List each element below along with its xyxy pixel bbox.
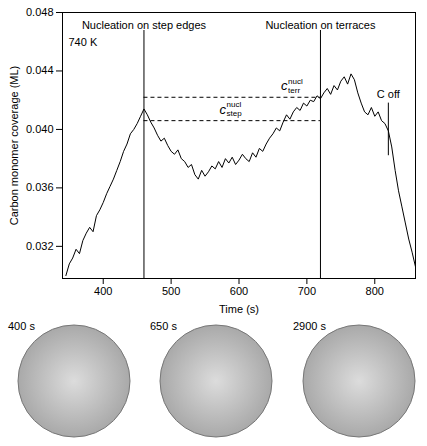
svg-text:400: 400 — [94, 285, 112, 297]
svg-text:700: 700 — [298, 285, 316, 297]
svg-text:0.036: 0.036 — [26, 181, 54, 193]
svg-text:800: 800 — [366, 285, 384, 297]
svg-text:600: 600 — [230, 285, 248, 297]
svg-text:0.048: 0.048 — [26, 6, 54, 18]
svg-text:C off: C off — [377, 88, 401, 100]
svg-text:0.032: 0.032 — [26, 240, 54, 252]
svg-text:650 s: 650 s — [150, 320, 177, 332]
svg-text:400 s: 400 s — [8, 320, 35, 332]
svg-text:Carbon monomer coverage (ML): Carbon monomer coverage (ML) — [8, 66, 20, 226]
svg-text:nucl: nucl — [288, 77, 303, 86]
svg-text:Time (s): Time (s) — [219, 303, 259, 315]
svg-text:2900 s: 2900 s — [293, 320, 327, 332]
svg-text:Nucleation on terraces: Nucleation on terraces — [265, 19, 376, 31]
svg-text:Nucleation on step edges: Nucleation on step edges — [82, 19, 207, 31]
svg-text:c: c — [281, 78, 288, 93]
svg-text:740 K: 740 K — [69, 36, 98, 48]
svg-text:500: 500 — [162, 285, 180, 297]
svg-text:step: step — [227, 109, 243, 118]
svg-text:terr: terr — [288, 86, 300, 95]
svg-text:nucl: nucl — [227, 100, 242, 109]
svg-text:c: c — [220, 102, 227, 117]
svg-text:0.040: 0.040 — [26, 123, 54, 135]
svg-text:0.044: 0.044 — [26, 64, 54, 76]
